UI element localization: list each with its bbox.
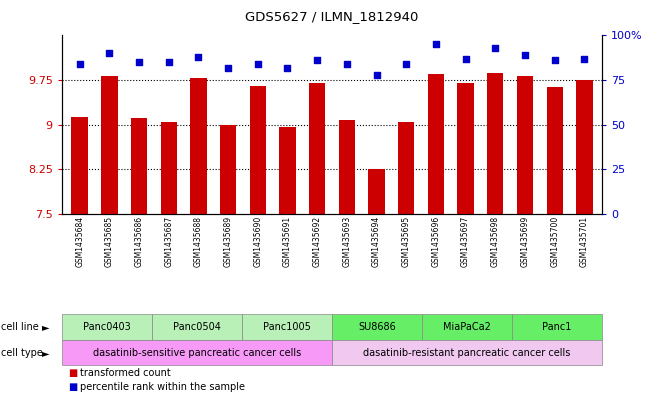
Point [371, 72, 381, 78]
Bar [339, 120, 355, 214]
Bar [190, 78, 206, 214]
Bar [576, 80, 592, 214]
Text: GDS5627 / ILMN_1812940: GDS5627 / ILMN_1812940 [245, 10, 419, 23]
Point [283, 64, 293, 71]
Bar [309, 83, 326, 214]
Point [460, 55, 471, 62]
Bar [458, 83, 474, 214]
Bar [279, 127, 296, 214]
Point [104, 50, 115, 57]
Text: ►: ► [42, 322, 49, 332]
Point [312, 57, 322, 64]
Text: ■: ■ [68, 367, 77, 378]
Bar [161, 122, 177, 214]
Point [431, 41, 441, 48]
Bar [249, 86, 266, 214]
Text: MiaPaCa2: MiaPaCa2 [443, 322, 491, 332]
Point [253, 61, 263, 67]
Point [342, 61, 352, 67]
Text: Panc0504: Panc0504 [173, 322, 221, 332]
Text: cell type: cell type [1, 348, 43, 358]
Bar [72, 117, 88, 214]
Text: percentile rank within the sample: percentile rank within the sample [80, 382, 245, 393]
Text: SU8686: SU8686 [358, 322, 396, 332]
Bar [131, 118, 147, 214]
Text: dasatinib-resistant pancreatic cancer cells: dasatinib-resistant pancreatic cancer ce… [363, 348, 571, 358]
Point [549, 57, 560, 64]
Bar [428, 74, 444, 214]
Bar [487, 73, 503, 214]
Text: ►: ► [42, 348, 49, 358]
Text: cell line: cell line [1, 322, 39, 332]
Text: Panc0403: Panc0403 [83, 322, 131, 332]
Text: Panc1: Panc1 [542, 322, 572, 332]
Point [579, 55, 590, 62]
Point [193, 54, 204, 60]
Point [519, 52, 530, 58]
Bar [101, 76, 118, 214]
Bar [368, 169, 385, 214]
Bar [398, 122, 415, 214]
Bar [220, 125, 236, 214]
Bar [546, 87, 563, 214]
Text: dasatinib-sensitive pancreatic cancer cells: dasatinib-sensitive pancreatic cancer ce… [93, 348, 301, 358]
Text: Panc1005: Panc1005 [263, 322, 311, 332]
Bar [517, 76, 533, 214]
Point [490, 45, 501, 51]
Text: ■: ■ [68, 382, 77, 393]
Point [163, 59, 174, 65]
Point [401, 61, 411, 67]
Point [74, 61, 85, 67]
Point [134, 59, 145, 65]
Text: transformed count: transformed count [80, 367, 171, 378]
Point [223, 64, 233, 71]
